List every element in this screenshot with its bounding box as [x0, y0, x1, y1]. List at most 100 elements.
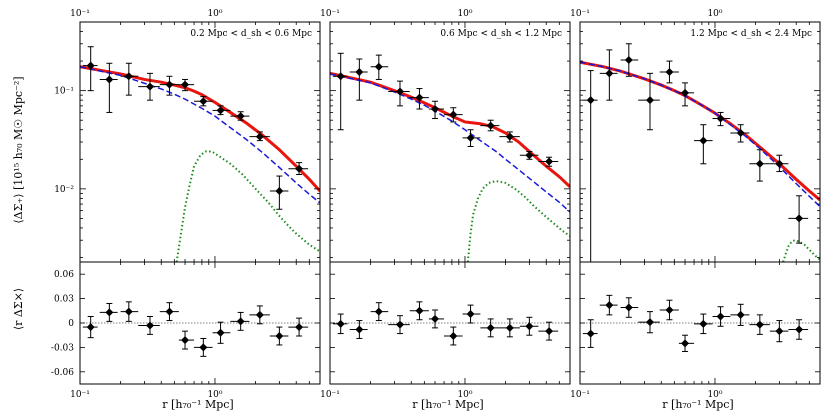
data-point	[525, 151, 534, 160]
data-point	[466, 310, 475, 319]
data-point	[165, 307, 174, 316]
data-point	[665, 305, 674, 314]
data-point	[165, 80, 174, 89]
top-axes-frame	[579, 21, 821, 263]
y-tick-label-top: 10⁻¹	[54, 87, 74, 97]
bottom-plot-area	[80, 301, 320, 357]
x-tick-label-top: 10⁰	[457, 9, 472, 19]
data-point	[449, 110, 458, 119]
data-point	[736, 310, 745, 319]
data-point	[105, 308, 114, 317]
data-point	[699, 319, 708, 328]
data-point	[336, 319, 345, 328]
y-tick-label-bottom: 0	[68, 319, 74, 329]
data-point	[716, 312, 725, 321]
data-point	[755, 320, 764, 329]
data-point	[86, 61, 95, 70]
data-point	[275, 332, 284, 341]
x-tick-label-bottom: 10⁰	[707, 390, 722, 400]
data-point	[586, 329, 595, 338]
panel-1: 10⁻¹ 10⁻¹ 10⁰ 10⁰ 10⁻² 10⁻¹ 0.06 0.03 0 -0.03 -0.0…	[51, 9, 321, 400]
data-point	[449, 332, 458, 341]
data-point	[486, 121, 495, 130]
data-point	[586, 96, 595, 105]
series-subhalo-model	[782, 239, 820, 262]
series-total-model	[580, 60, 820, 202]
data-point	[374, 307, 383, 316]
data-point	[236, 317, 245, 326]
data-point	[665, 67, 674, 76]
data-point	[86, 323, 95, 332]
series-total-model	[80, 65, 320, 193]
data-point	[395, 320, 404, 329]
data-point	[355, 325, 364, 334]
data-point	[486, 323, 495, 332]
top-plot-area	[330, 52, 570, 262]
data-point	[199, 343, 208, 352]
data-point	[255, 132, 264, 141]
data-point	[624, 303, 633, 312]
series-main-halo-model	[580, 61, 820, 208]
data-point	[216, 106, 225, 115]
series-total-model	[330, 71, 570, 188]
panel-3: 10⁻¹ 10⁻¹ 10⁰ 10⁰ 1.2 Mpc < d_sh < 2.4 Mpc	[570, 9, 821, 400]
bottom-plot-area	[580, 294, 820, 352]
data-point	[545, 157, 554, 166]
x-tick-label-bottom: 10⁻¹	[570, 390, 590, 400]
y-axis-label-top: ⟨ΔΣ₊⟩ [10¹⁵ h₇₀ M☉ Mpc⁻²]	[12, 76, 25, 223]
data-point	[415, 93, 424, 102]
data-point	[545, 327, 554, 336]
top-axes-frame	[329, 21, 571, 263]
data-point	[415, 306, 424, 315]
panel-2: 10⁻¹ 10⁻¹ 10⁰ 10⁰ 0.6 Mpc < d_sh < 1.2 Mpc	[320, 9, 571, 400]
data-point	[395, 87, 404, 96]
data-point	[505, 323, 514, 332]
data-point	[295, 164, 304, 173]
panels: 10⁻¹ 10⁻¹ 10⁰ 10⁰ 10⁻² 10⁻¹ 0.06 0.03 0 -0.03 -0.0…	[51, 9, 821, 400]
top-plot-area	[580, 43, 820, 262]
panel-title: 0.2 Mpc < d_sh < 0.6 Mpc	[190, 29, 312, 39]
data-point	[336, 72, 345, 81]
x-tick-label-bottom: 10⁻¹	[320, 390, 340, 400]
data-point	[199, 97, 208, 106]
series-main-halo-model	[330, 73, 570, 213]
panel-title: 1.2 Mpc < d_sh < 2.4 Mpc	[690, 29, 812, 39]
y-axis-label-bottom: ⟨r ΔΣ×⟩	[12, 288, 25, 330]
y-tick-label-bottom: -0.06	[51, 368, 74, 378]
y-tick-label-bottom: -0.03	[51, 343, 74, 353]
data-point	[275, 187, 284, 196]
data-point	[236, 112, 245, 121]
data-point	[605, 69, 614, 78]
top-plot-area	[80, 46, 320, 262]
x-axis-label-3: r [h₇₀⁻¹ Mpc]	[662, 398, 733, 411]
data-point	[645, 96, 654, 105]
data-point	[181, 336, 190, 345]
data-point	[431, 105, 440, 114]
data-point	[645, 318, 654, 327]
data-point	[736, 129, 745, 138]
x-tick-label-bottom: 10⁰	[457, 390, 472, 400]
panel-title: 0.6 Mpc < d_sh < 1.2 Mpc	[440, 29, 562, 39]
x-tick-label-top: 10⁻¹	[70, 9, 90, 19]
data-point	[716, 114, 725, 123]
data-point	[181, 80, 190, 89]
data-point	[374, 62, 383, 71]
data-point	[795, 214, 804, 223]
data-point	[624, 56, 633, 65]
y-tick-label-top: 10⁻²	[54, 185, 74, 195]
series-subhalo-model	[466, 180, 570, 262]
data-point	[775, 159, 784, 168]
x-tick-label-top: 10⁻¹	[320, 9, 340, 19]
data-point	[681, 339, 690, 348]
x-tick-label-top: 10⁰	[707, 9, 722, 19]
x-axis-label-1: r [h₇₀⁻¹ Mpc]	[162, 398, 233, 411]
x-tick-label-top: 10⁰	[207, 9, 222, 19]
data-point	[216, 328, 225, 337]
data-point	[124, 307, 133, 316]
data-point	[355, 67, 364, 76]
data-point	[605, 301, 614, 310]
data-point	[295, 323, 304, 332]
top-axes-frame	[79, 21, 321, 263]
data-point	[145, 321, 154, 330]
